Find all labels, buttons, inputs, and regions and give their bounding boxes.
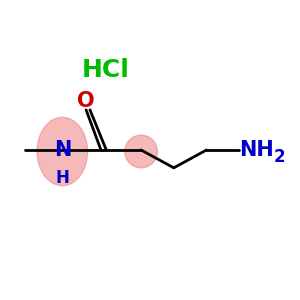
Text: H: H (56, 169, 69, 187)
Text: N: N (54, 140, 71, 160)
Circle shape (125, 135, 158, 168)
Ellipse shape (37, 117, 88, 186)
Text: O: O (77, 91, 95, 111)
Text: NH: NH (239, 140, 274, 160)
Text: HCl: HCl (82, 58, 129, 82)
Text: 2: 2 (273, 148, 285, 166)
